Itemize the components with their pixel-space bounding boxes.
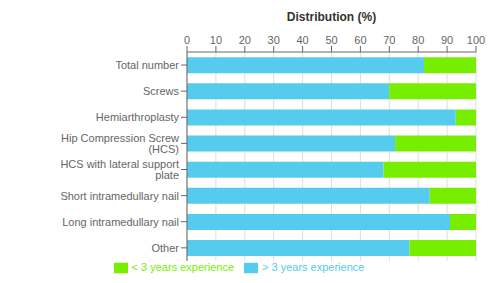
svg-text:40: 40: [296, 34, 308, 46]
svg-text:100: 100: [467, 34, 485, 46]
svg-text:Short intramedullary nail: Short intramedullary nail: [60, 190, 179, 202]
svg-text:30: 30: [268, 34, 280, 46]
svg-text:0: 0: [184, 34, 190, 46]
svg-text:10: 10: [210, 34, 222, 46]
svg-text:Total number: Total number: [115, 59, 179, 71]
svg-text:Hip Compression Screw(HCS): Hip Compression Screw(HCS): [61, 132, 179, 155]
svg-text:HCS with lateral supportplate: HCS with lateral supportplate: [60, 158, 179, 181]
svg-text:Long intramedullary nail: Long intramedullary nail: [62, 216, 179, 228]
svg-text:70: 70: [383, 34, 395, 46]
html-text:> 3 years experience: > 3 years experience: [262, 260, 365, 273]
svg-text:20: 20: [239, 34, 251, 46]
svg-text:60: 60: [354, 34, 366, 46]
html-text:< 3 years experience: < 3 years experience: [131, 260, 234, 273]
svg-text:50: 50: [325, 34, 337, 46]
svg-text:Distribution (%): Distribution (%): [287, 10, 376, 24]
svg-text:Screws: Screws: [143, 85, 180, 97]
svg-text:80: 80: [412, 34, 424, 46]
svg-text:Other: Other: [151, 242, 179, 254]
svg-text:90: 90: [441, 34, 453, 46]
svg-text:Hemiarthroplasty: Hemiarthroplasty: [96, 111, 180, 123]
